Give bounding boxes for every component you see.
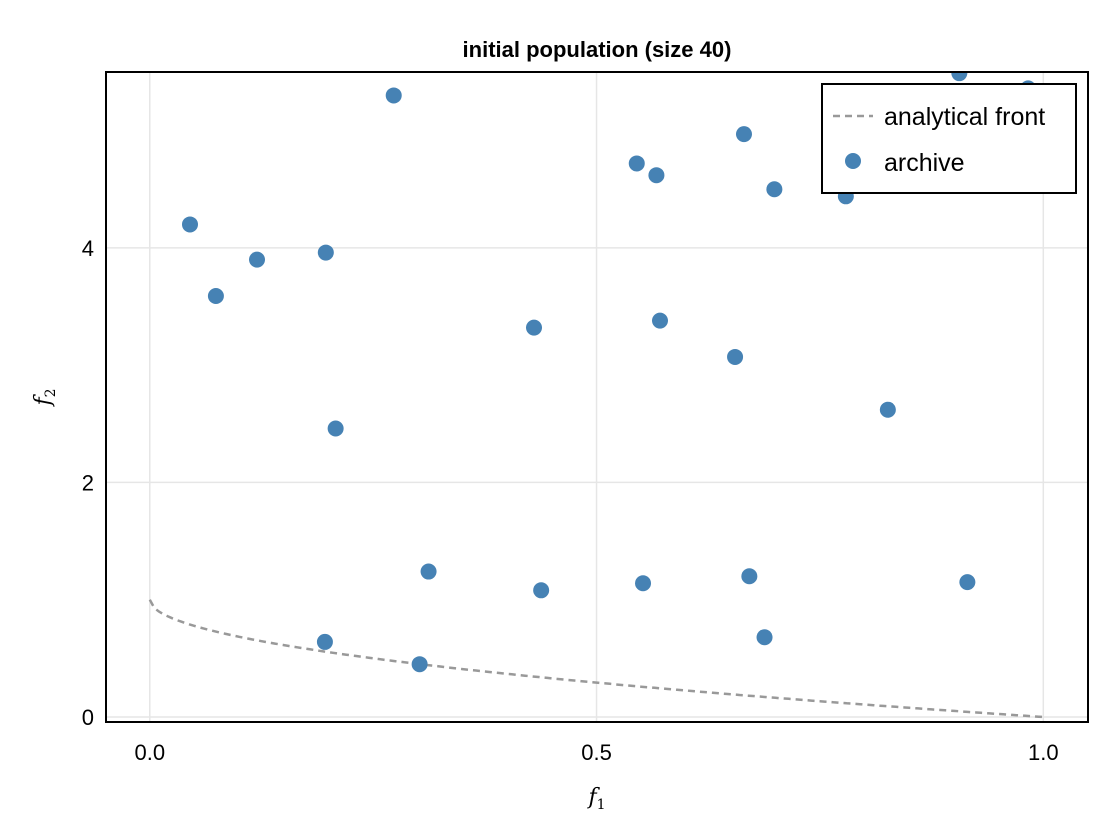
archive-point xyxy=(651,312,668,329)
x-axis-label: f1 xyxy=(586,785,605,813)
archive-point xyxy=(628,155,645,172)
chart-title: initial population (size 40) xyxy=(463,37,732,62)
y-tick-label: 4 xyxy=(82,236,94,261)
plot-frame xyxy=(105,71,1089,723)
archive-point xyxy=(959,574,976,591)
x-tick-label: 0.0 xyxy=(134,740,165,765)
legend-box xyxy=(821,83,1077,194)
archive-point xyxy=(830,55,846,71)
archive-point xyxy=(741,568,758,585)
archive-point xyxy=(207,287,224,304)
y-tick-label: 2 xyxy=(82,470,94,495)
legend-label-front: analytical front xyxy=(884,103,1045,131)
y-axis-label: f2 xyxy=(31,388,59,407)
archive-point xyxy=(181,216,198,233)
archive-point xyxy=(727,348,744,365)
archive-point xyxy=(951,72,968,82)
analytical-front-line xyxy=(148,599,1044,719)
archive-point xyxy=(317,244,334,261)
archive-point xyxy=(526,319,543,336)
archive-point xyxy=(385,87,402,104)
legend: analytical front archive xyxy=(821,83,1077,194)
archive-point xyxy=(766,181,783,198)
archive-point xyxy=(879,401,896,418)
archive-point xyxy=(533,582,550,599)
y-tick-label: 0 xyxy=(82,705,94,730)
archive-point xyxy=(316,633,333,650)
archive-point xyxy=(635,575,652,592)
archive-point xyxy=(411,656,428,673)
x-tick-label: 1.0 xyxy=(1028,740,1059,765)
archive-point xyxy=(327,420,344,437)
archive-point xyxy=(249,251,266,268)
archive-point xyxy=(756,629,773,646)
x-tick-label: 0.5 xyxy=(581,740,612,765)
analytical-front-layer xyxy=(148,599,1044,719)
archive-points xyxy=(181,55,1037,673)
legend-label-archive: archive xyxy=(884,149,965,177)
archive-point xyxy=(648,167,665,184)
archive-point xyxy=(735,126,752,143)
tick-labels: 0.0 0.5 1.0 0 2 4 xyxy=(82,236,1059,765)
legend-marker-icon xyxy=(845,153,861,169)
archive-point xyxy=(420,563,437,580)
